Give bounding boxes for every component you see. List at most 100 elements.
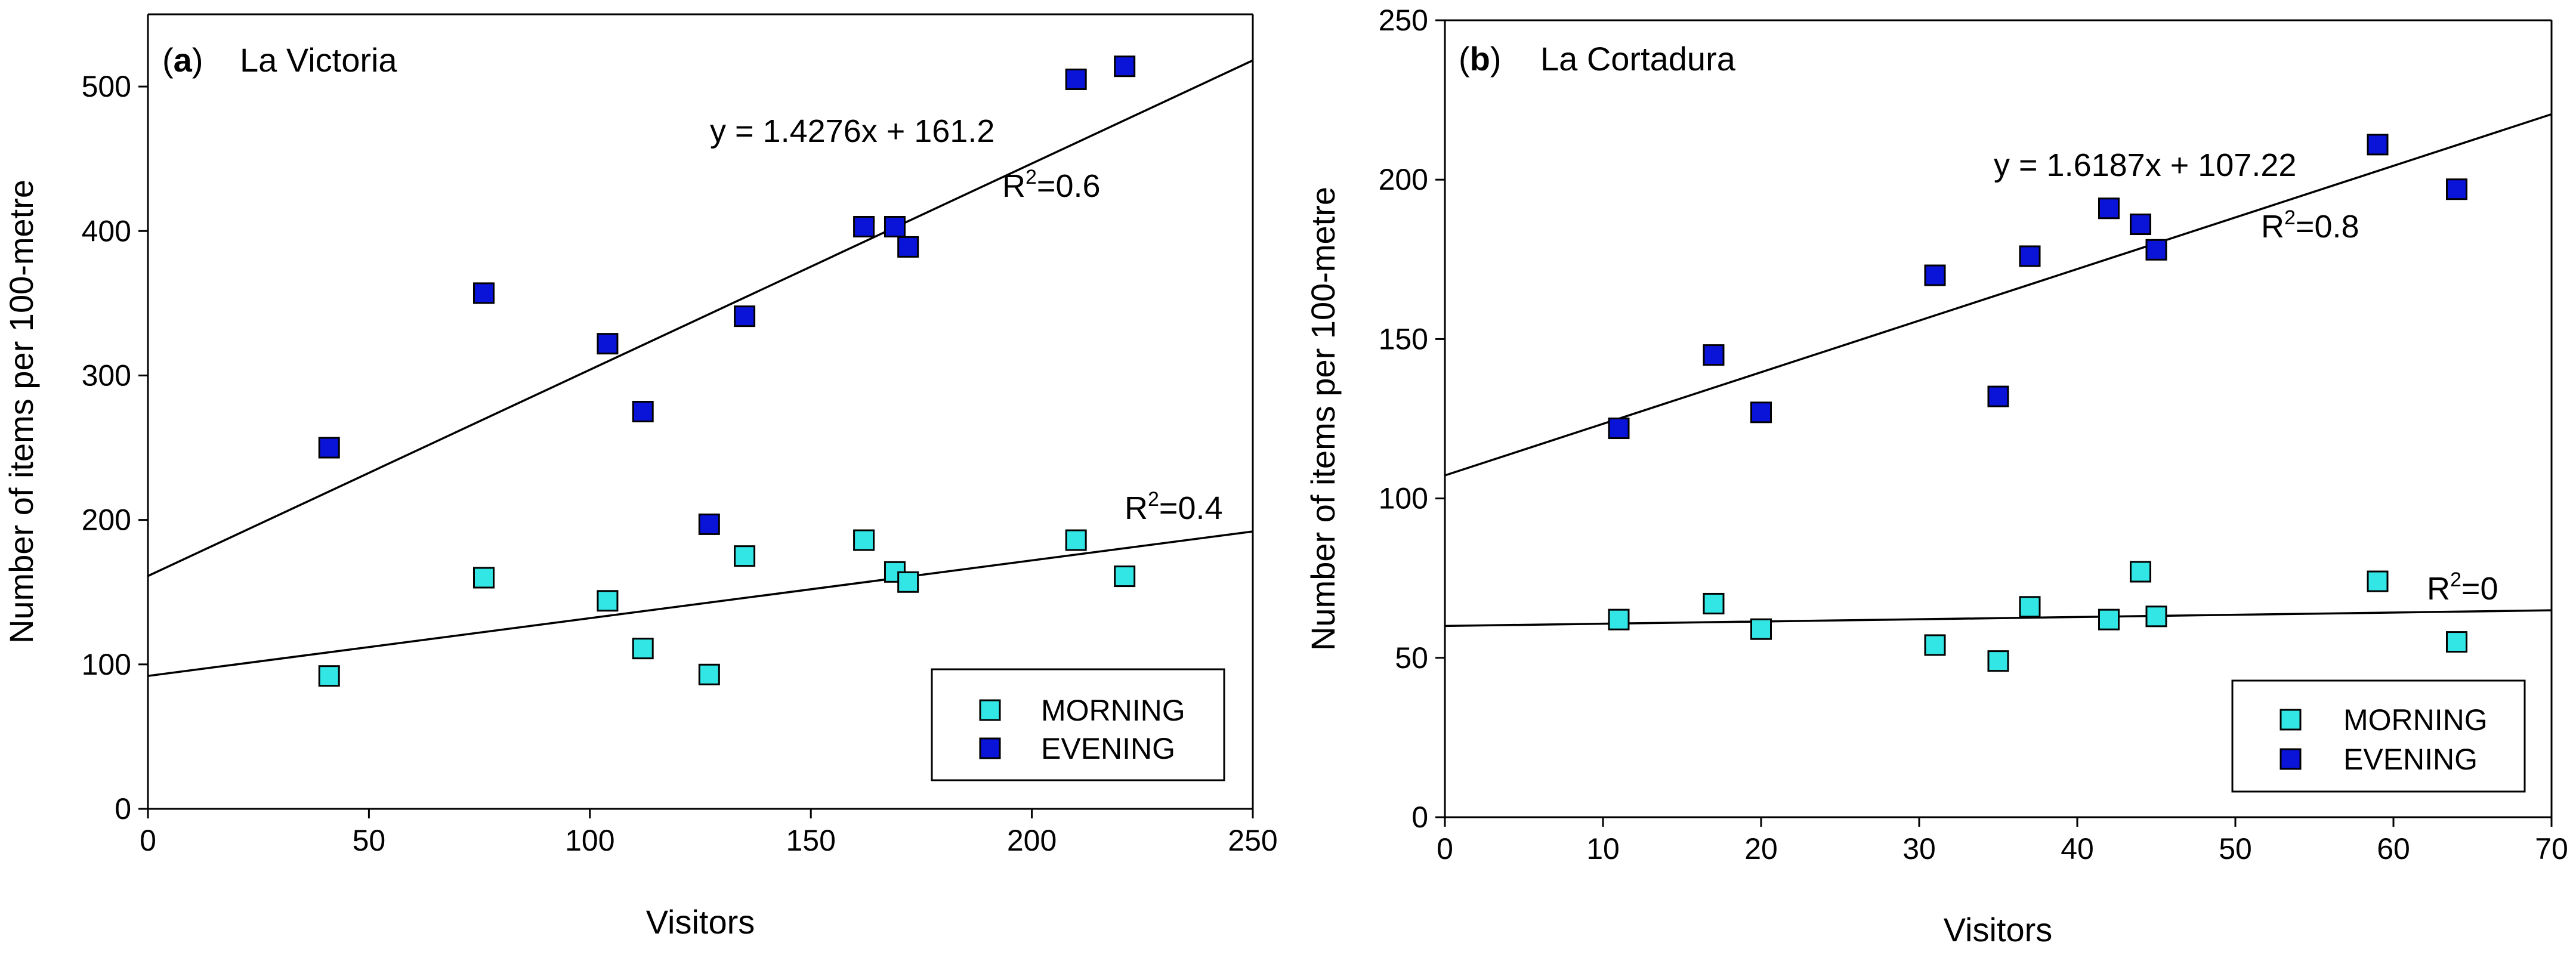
point-morning-a xyxy=(734,545,756,567)
panel-letter-a: a xyxy=(174,41,193,79)
x-tick-label-a: 250 xyxy=(1228,824,1277,857)
point-morning-a xyxy=(853,529,875,551)
morning-r2-a: R2=0.4 xyxy=(1125,488,1223,526)
x-axis-title-a: Visitors xyxy=(646,903,755,941)
point-morning-b xyxy=(1703,592,1725,614)
morning-r2-prefix-a: R xyxy=(1125,490,1148,526)
x-ticks-a: 0 50 100 150 200 250 xyxy=(140,809,1278,857)
x-tick-label-a: 100 xyxy=(565,824,614,857)
panel-open-b: ( xyxy=(1459,40,1470,78)
evening-r2-sup-b: 2 xyxy=(2284,206,2296,229)
regression-line-morning-a xyxy=(147,530,1253,677)
point-evening-a xyxy=(632,401,654,422)
evening-r2-prefix-b: R xyxy=(2261,209,2284,245)
point-morning-b xyxy=(1924,634,1946,656)
point-evening-a xyxy=(318,437,340,459)
point-evening-a xyxy=(1065,68,1087,90)
x-tick-label-b: 60 xyxy=(2377,832,2410,866)
legend-a: MORNING EVENING xyxy=(931,668,1225,781)
point-evening-b xyxy=(2145,239,2167,261)
legend-box-b xyxy=(2231,679,2526,793)
y-tick-label-a: 300 xyxy=(82,358,131,392)
plot-area-b xyxy=(1444,19,2553,818)
evening-equation-a: y = 1.4276x + 161.2 xyxy=(710,113,994,149)
morning-r2-b: R2=0 xyxy=(2427,568,2498,607)
regression-line-evening-a xyxy=(147,59,1253,577)
x-tick-label-a: 150 xyxy=(786,824,835,857)
regression-line-evening-b xyxy=(1444,113,2552,477)
x-tick-label-a: 50 xyxy=(353,824,386,857)
point-evening-b xyxy=(1750,401,1772,424)
y-tick-label-b: 0 xyxy=(1411,801,1428,834)
y-tick-label-a: 400 xyxy=(82,214,131,248)
x-tick-label-a: 0 xyxy=(140,824,156,857)
point-morning-a xyxy=(1065,529,1087,551)
x-tick-label-b: 70 xyxy=(2535,832,2568,866)
point-morning-b xyxy=(1987,650,2009,672)
panel-close-b: ) xyxy=(1490,40,1502,78)
legend-label-evening-a: EVENING xyxy=(1041,732,1175,765)
point-evening-b xyxy=(1703,344,1725,366)
legend-marker-morning-b xyxy=(2280,709,2302,731)
x-tick-label-b: 20 xyxy=(1744,832,1778,866)
x-tick-label-b: 30 xyxy=(1902,832,1936,866)
y-tick-label-b: 200 xyxy=(1379,163,1428,196)
panel-open-a: ( xyxy=(162,41,174,79)
point-evening-a xyxy=(698,513,720,535)
y-tick-label-a: 100 xyxy=(82,648,131,681)
point-morning-b xyxy=(2367,570,2389,592)
y-tick-label-a: 200 xyxy=(82,503,131,537)
x-tick-label-a: 200 xyxy=(1007,824,1057,857)
point-morning-a xyxy=(632,638,654,660)
point-morning-b xyxy=(2098,608,2120,631)
panel-label-b: (b) xyxy=(1459,40,1502,78)
morning-r2-value-b: =0 xyxy=(2461,571,2498,607)
point-morning-b xyxy=(2446,631,2467,653)
panel-b: 0 10 20 30 40 50 60 70 0 50 100 150 200 250 Visitors… xyxy=(1304,4,2568,948)
plot-area-a xyxy=(147,13,1254,810)
evening-r2-prefix-a: R xyxy=(1002,168,1026,204)
evening-r2-sup-a: 2 xyxy=(1026,166,1037,188)
point-morning-b xyxy=(1608,608,1630,631)
points-a xyxy=(318,55,1136,687)
point-morning-a xyxy=(597,590,619,612)
y-tick-label-b: 50 xyxy=(1395,641,1428,675)
y-axis-title-b: Number of items per 100-metre xyxy=(1304,187,1342,651)
evening-r2-value-b: =0.8 xyxy=(2296,209,2359,245)
point-evening-b xyxy=(1924,264,1946,286)
point-morning-b xyxy=(2145,605,2167,628)
x-tick-label-b: 0 xyxy=(1437,832,1453,866)
y-axis-title-a: Number of items per 100-metre xyxy=(2,180,40,644)
morning-r2-value-a: =0.4 xyxy=(1159,490,1223,526)
y-tick-label-b: 150 xyxy=(1379,322,1428,356)
y-ticks-a: 0 100 200 300 400 500 xyxy=(82,70,148,826)
point-morning-a xyxy=(698,663,720,685)
legend-label-morning-a: MORNING xyxy=(1041,694,1185,727)
point-evening-b xyxy=(1987,385,2009,407)
panel-title-a: La Victoria xyxy=(240,41,397,79)
evening-equation-b: y = 1.6187x + 107.22 xyxy=(1994,147,2296,183)
point-evening-a xyxy=(897,236,919,258)
x-tick-label-b: 40 xyxy=(2061,832,2094,866)
point-morning-b xyxy=(1750,618,1772,640)
legend-box-a xyxy=(931,668,1225,781)
morning-r2-sup-b: 2 xyxy=(2450,568,2461,591)
evening-r2-a: R2=0.6 xyxy=(1002,166,1101,204)
point-evening-b xyxy=(2446,178,2467,200)
point-evening-b xyxy=(2367,134,2389,156)
point-morning-a xyxy=(473,567,495,589)
point-evening-b xyxy=(2130,214,2151,236)
legend-b: MORNING EVENING xyxy=(2231,679,2526,793)
point-evening-a xyxy=(734,305,756,327)
point-evening-b xyxy=(2019,245,2041,267)
point-evening-a xyxy=(853,216,875,238)
x-tick-label-b: 50 xyxy=(2219,832,2252,866)
y-tick-label-a: 0 xyxy=(115,792,131,826)
point-morning-a xyxy=(1114,565,1136,588)
point-morning-a xyxy=(897,571,919,593)
panel-title-b: La Cortadura xyxy=(1540,40,1736,78)
legend-label-morning-b: MORNING xyxy=(2343,703,2488,737)
y-tick-label-b: 250 xyxy=(1379,4,1428,37)
point-evening-a xyxy=(597,333,619,355)
